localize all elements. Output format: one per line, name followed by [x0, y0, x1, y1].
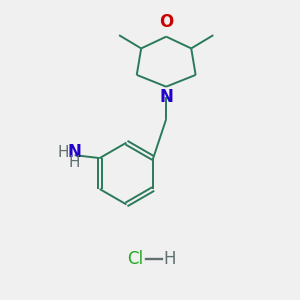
Text: O: O	[159, 13, 173, 31]
Text: H: H	[58, 145, 69, 160]
Text: H: H	[69, 155, 80, 170]
Text: H: H	[163, 250, 175, 268]
Text: N: N	[159, 88, 173, 106]
Text: Cl: Cl	[127, 250, 143, 268]
Text: N: N	[68, 143, 82, 161]
